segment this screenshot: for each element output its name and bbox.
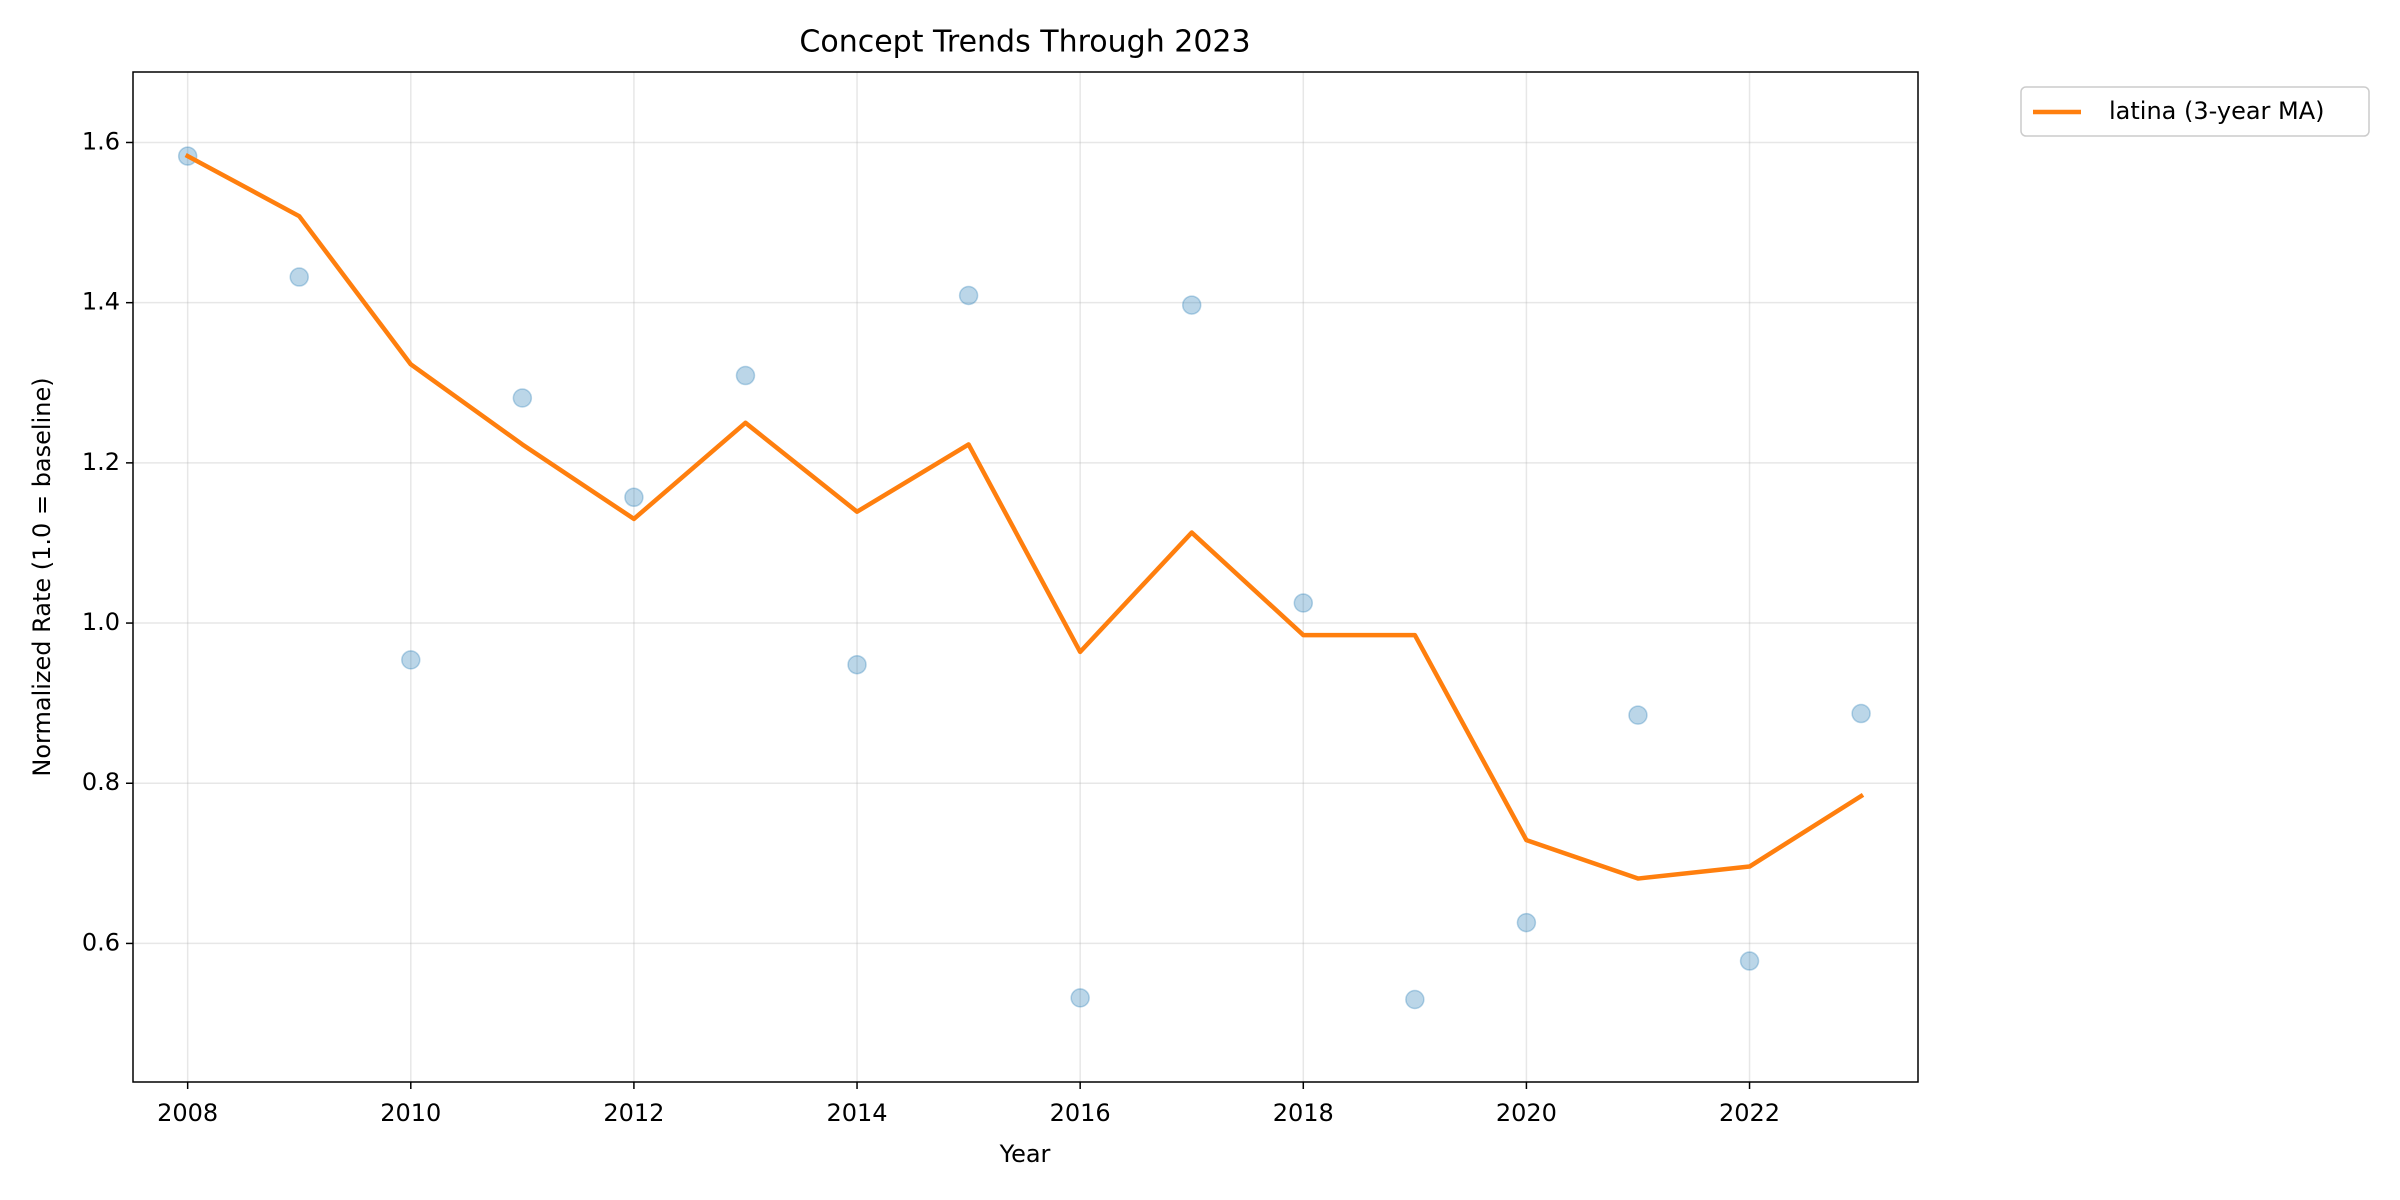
scatter-point xyxy=(289,267,309,287)
legend-label: latina (3-year MA) xyxy=(2109,97,2325,125)
x-tick-label: 2020 xyxy=(1496,1099,1557,1127)
x-tick-label: 2018 xyxy=(1273,1099,1334,1127)
scatter-point xyxy=(624,487,644,508)
x-tick-label: 2016 xyxy=(1050,1099,1111,1127)
plot-frame xyxy=(132,71,1919,1083)
x-tick-label: 2012 xyxy=(603,1099,664,1127)
y-axis-label: Normalized Rate (1.0 = baseline) xyxy=(28,377,56,776)
scatter-point xyxy=(1516,912,1537,933)
scatter-point xyxy=(1181,295,1202,315)
x-tick-label: 2014 xyxy=(827,1099,888,1127)
chart-title: Concept Trends Through 2023 xyxy=(799,25,1250,60)
x-tick-label: 2008 xyxy=(157,1099,218,1127)
y-tick-label: 0.6 xyxy=(82,928,120,956)
legend-box xyxy=(2020,86,2370,137)
scatter-point xyxy=(1293,593,1314,613)
scatter-point xyxy=(1739,951,1760,971)
scatter-point xyxy=(958,285,979,306)
x-axis-label: Year xyxy=(999,1140,1051,1168)
scatter-point xyxy=(1405,989,1425,1010)
x-tick-label: 2010 xyxy=(380,1099,441,1127)
scatter-point xyxy=(847,654,867,675)
scatter-point xyxy=(1628,705,1648,725)
scatter-point xyxy=(735,365,756,386)
y-tick-label: 0.8 xyxy=(82,768,120,796)
scatter-point xyxy=(1070,988,1090,1008)
legend: latina (3-year MA) xyxy=(2020,86,2370,137)
line xyxy=(184,153,1865,881)
y-tick-label: 1.4 xyxy=(82,288,120,316)
y-tick-label: 1.0 xyxy=(82,608,120,636)
y-tick-label: 1.6 xyxy=(82,127,120,155)
scatter-point xyxy=(401,650,421,670)
scatter-point xyxy=(512,388,533,408)
x-tick-label: 2022 xyxy=(1719,1099,1780,1127)
scatter-point xyxy=(1851,703,1871,724)
y-tick-label: 1.2 xyxy=(82,448,120,476)
